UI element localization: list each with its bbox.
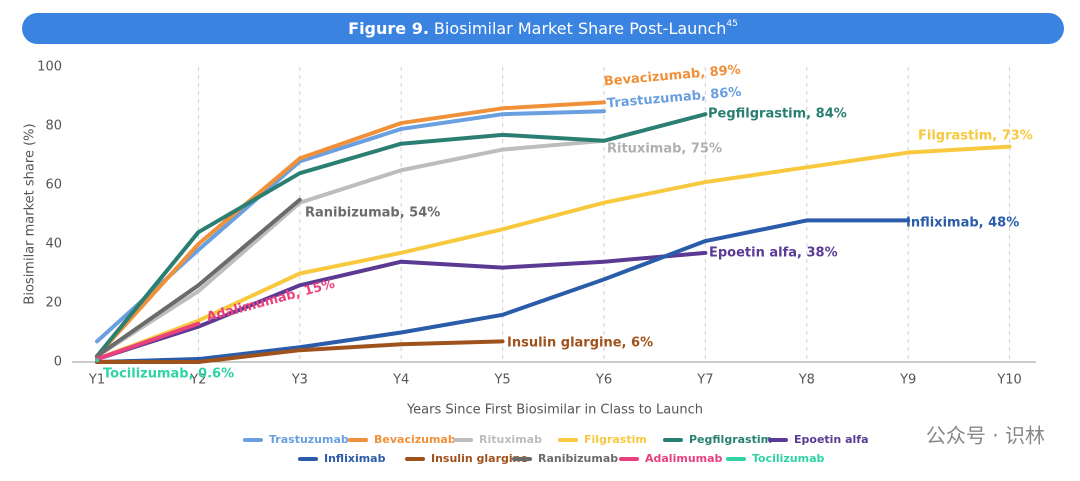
series-line [95, 138, 606, 359]
annotation: Epoetin alfa, 38% [709, 246, 838, 261]
annotation: Insulin glargine, 6% [507, 336, 653, 351]
series-line [95, 218, 911, 364]
x-tick-label: Y4 [392, 373, 409, 388]
series-line [95, 100, 606, 359]
legend-label: Bevacizumab [374, 433, 456, 446]
series-line [95, 197, 302, 359]
legend-label: Rituximab [479, 433, 542, 446]
legend-label: Ranibizumab [538, 452, 618, 465]
y-tick-label: 0 [54, 355, 62, 370]
x-tick-label: Y3 [291, 373, 308, 388]
chart-title: Figure 9. Biosimilar Market Share Post-La… [348, 19, 738, 38]
annotation: Bevacizumab, 89% [603, 63, 741, 90]
series-line [95, 250, 708, 362]
legend-label: Trastuzumab [269, 433, 349, 446]
title-text: Biosimilar Market Share Post-Launch [434, 19, 726, 38]
y-tick-label: 80 [45, 119, 62, 134]
y-axis-title: Biosimilar market share (%) [23, 123, 38, 304]
title-prefix: Figure 9. [348, 19, 429, 38]
x-tick-label: Y1 [88, 373, 105, 388]
legend-label: Insulin glargine [431, 452, 528, 465]
x-tick-label: Y7 [696, 373, 713, 388]
legend-label: Adalimumab [645, 452, 723, 465]
series-line [95, 339, 505, 364]
legend-label: Pegfilgrastim [689, 433, 772, 446]
x-tick-label: Y8 [798, 373, 815, 388]
series-line [95, 321, 201, 362]
legend-label: Infliximab [324, 452, 386, 465]
annotation: Rituximab, 75% [607, 142, 722, 157]
x-tick-label: Y5 [493, 373, 510, 388]
x-tick-label: Y10 [996, 373, 1021, 388]
x-tick-label: Y9 [899, 373, 916, 388]
annotation: Ranibizumab, 54% [305, 206, 440, 221]
annotation: Pegfilgrastim, 84% [708, 107, 847, 122]
y-tick-label: 40 [45, 237, 62, 252]
x-axis-title: Years Since First Biosimilar in Class to… [406, 403, 703, 418]
x-tick-label: Y6 [595, 373, 612, 388]
x-tick-label: Y2 [189, 373, 206, 388]
annotation: Adalimumab, 15% [205, 277, 336, 326]
watermark: 公众号 · 识林 [926, 424, 1045, 448]
legend-label: Epoetin alfa [794, 433, 869, 446]
legend-label: Tocilizumab [752, 452, 825, 465]
y-tick-label: 60 [45, 178, 62, 193]
header-bar [22, 13, 1064, 44]
annotation: Filgrastim, 73% [918, 129, 1033, 144]
y-tick-label: 100 [37, 60, 62, 75]
title-note: 45 [726, 19, 737, 29]
series-line [95, 144, 1012, 362]
legend-label: Filgrastim [584, 433, 647, 446]
annotation: Infliximab, 48% [906, 216, 1019, 231]
annotation: Tocilizumab, 0.6% [103, 367, 234, 382]
y-tick-label: 20 [45, 296, 62, 311]
series-line [95, 112, 708, 359]
